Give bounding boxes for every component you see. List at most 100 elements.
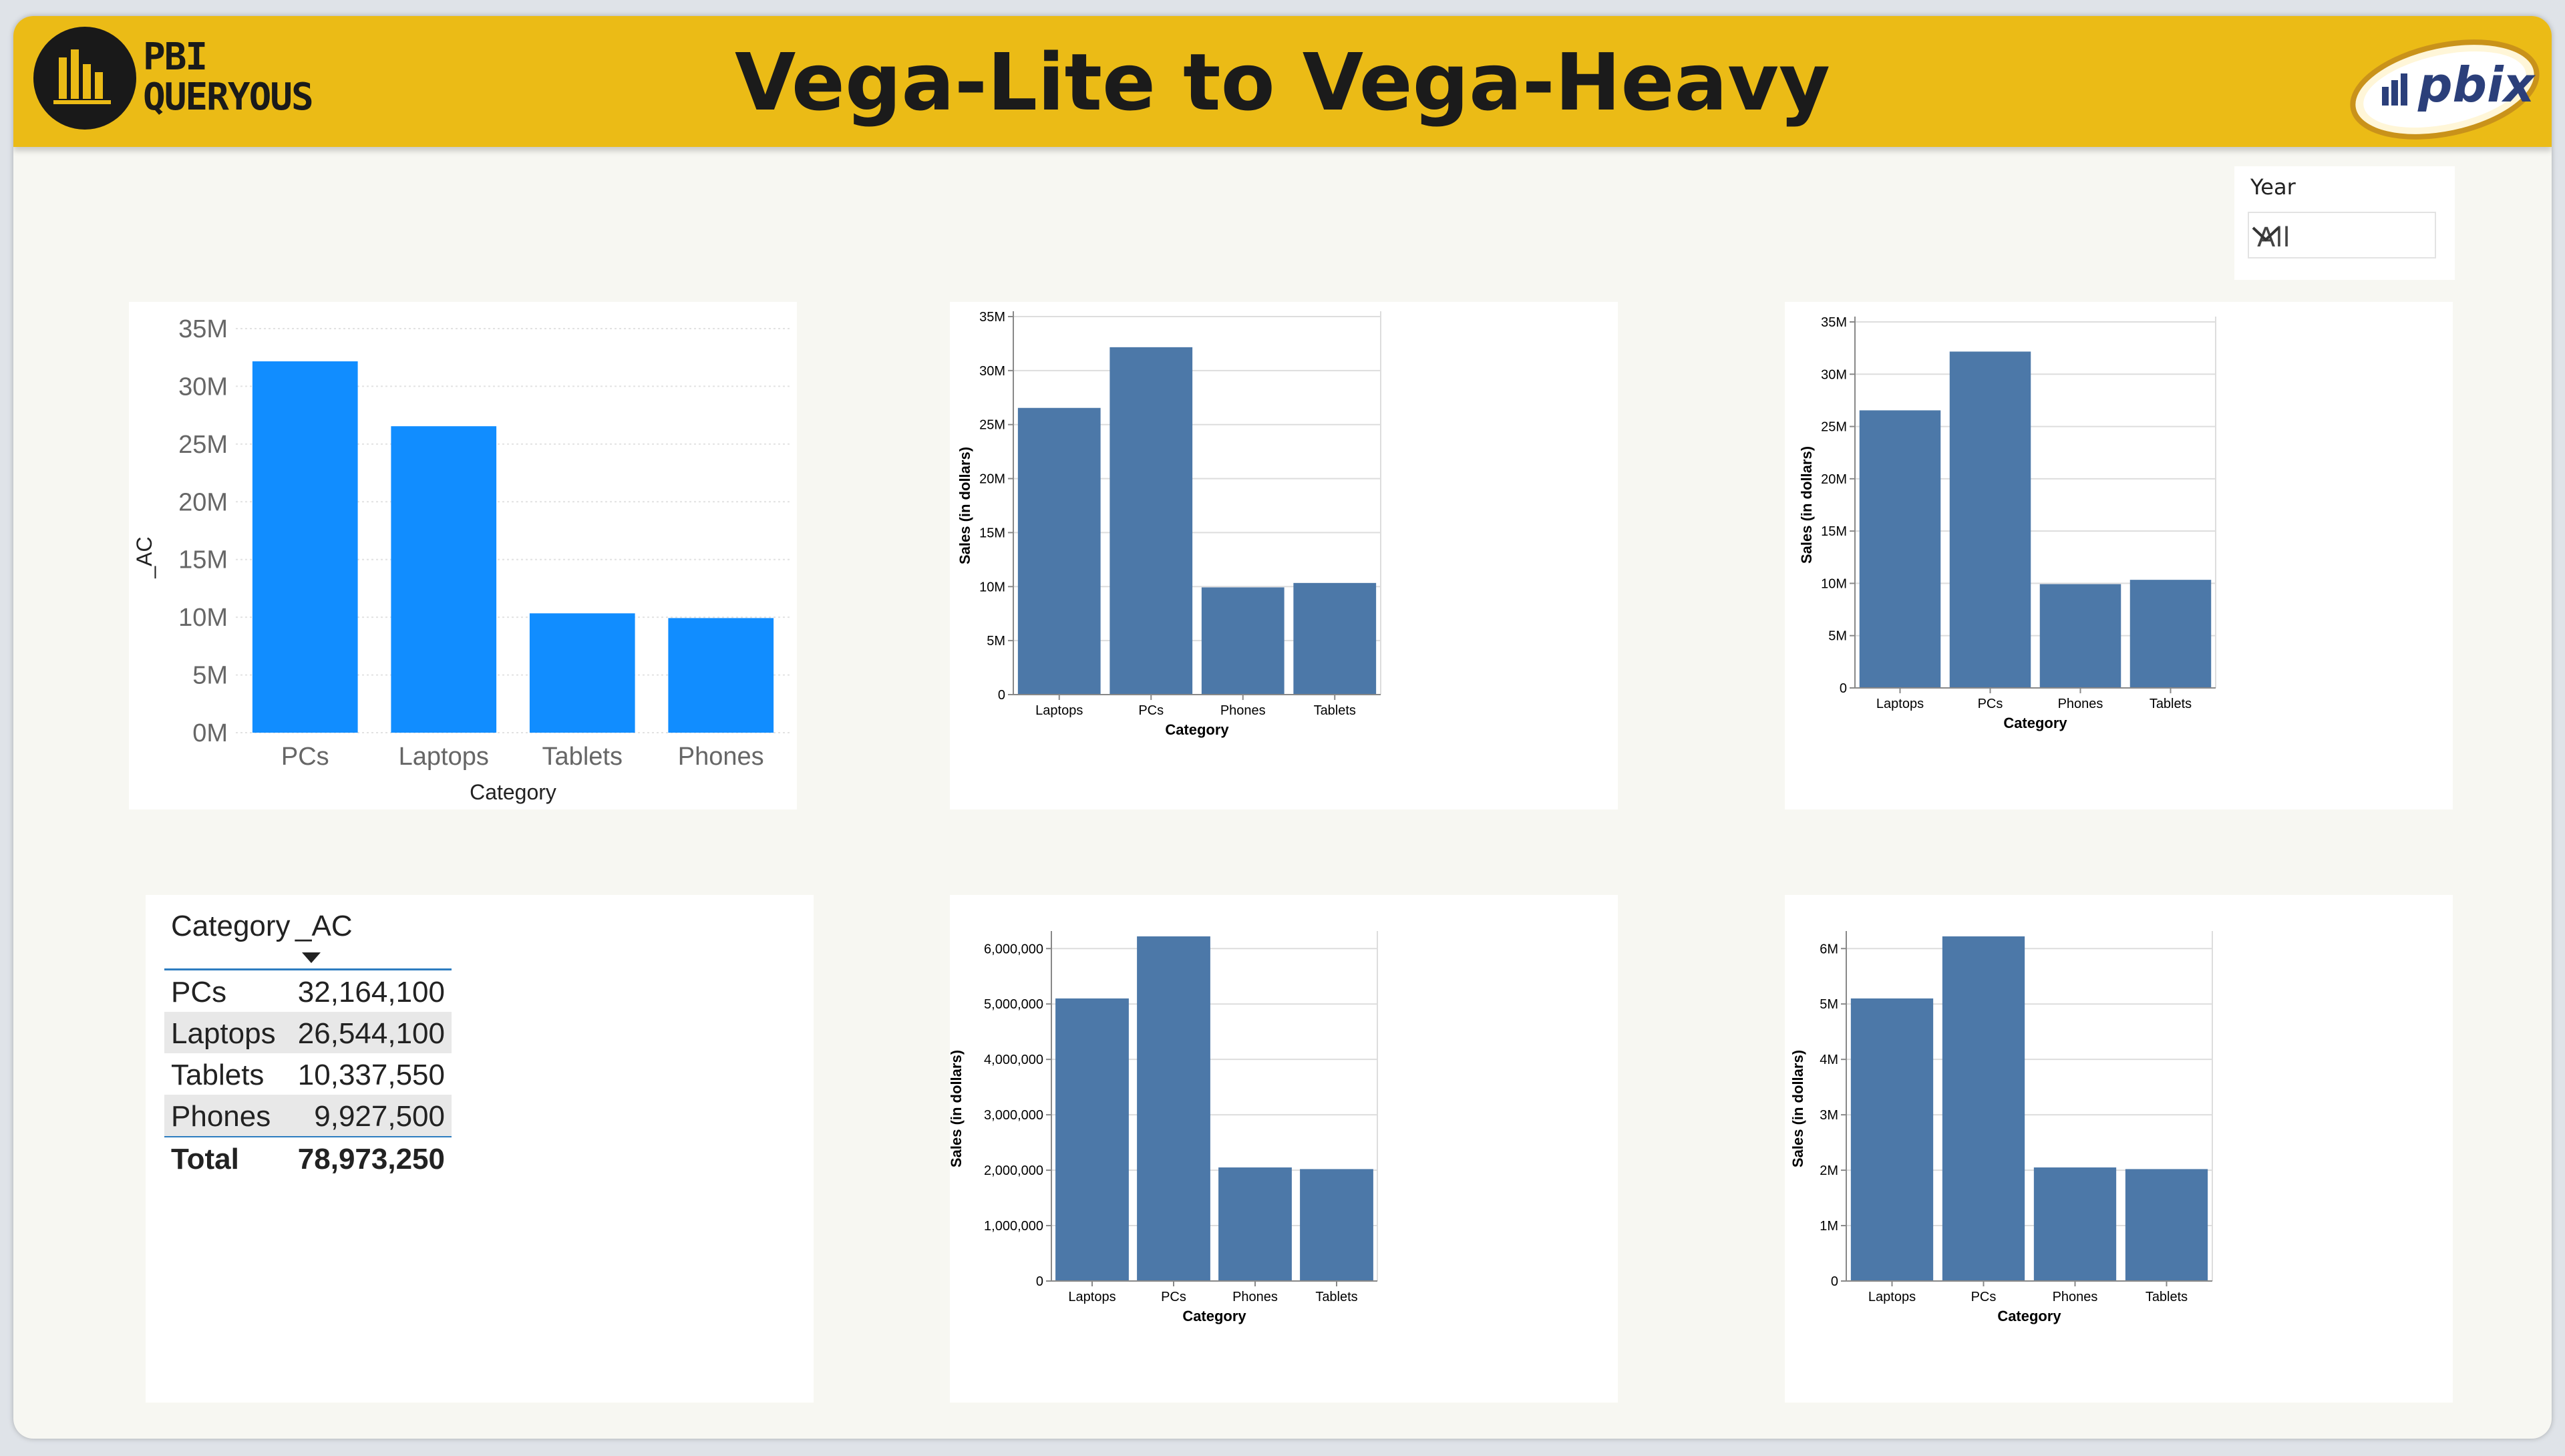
vega-chart-2-panel[interactable]: 0 5M 10M 15M 20M 25M 30M 35M Laptops PCs Phones Tab… [1785,302,2453,809]
table-row[interactable]: PCs 32,164,100 [164,970,452,1012]
bar-laptops [1055,998,1129,1281]
x-axis-title: Category [2003,715,2067,731]
bar-laptops [1017,407,1101,695]
pbi-bar-chart-panel[interactable]: 0M 5M 10M 15M 20M 25M 30M 35M PCs Laptops Tablets P… [129,302,797,809]
x-tick-label: Laptops [1068,1290,1116,1304]
table-row[interactable]: Phones 9,927,500 [164,1095,452,1136]
matrix-header: Category _AC [164,908,452,970]
y-tick-label: 0 [1036,1274,1043,1289]
bar-phones [668,618,774,733]
y-tick-label: 0 [1831,1274,1838,1289]
bar-phones [1201,587,1285,695]
report-canvas: PBI QUERYOUS Vega-Lite to Vega-Heavy pbi… [13,16,2552,1439]
matrix-panel[interactable]: Category _AC PCs 32,164,100 Laptops 26,5… [146,895,814,1403]
bar-chart-icon [33,27,136,130]
y-tick-label: 25M [178,431,228,459]
vega-chart-4-panel[interactable]: 0 1M 2M 3M 4M 5M 6M Laptops PCs Phones Tablets Cate… [1785,895,2453,1403]
bar-pcs [1942,936,2025,1281]
bar-laptops [391,426,497,733]
row-value: 32,164,100 [297,976,445,1009]
row-category: Laptops [171,1017,276,1050]
y-tick-label: 10M [979,580,1005,594]
y-tick-label: 0 [1840,681,1847,696]
bar-tablets [1293,582,1377,695]
bar-phones [2039,584,2121,688]
y-tick-label: 35M [979,310,1005,325]
table-row[interactable]: Tablets 10,337,550 [164,1053,452,1095]
y-tick-label: 6M [1820,942,1838,956]
bar-laptops [1850,998,1934,1281]
y-tick-label: 30M [1821,367,1847,382]
report-header: PBI QUERYOUS Vega-Lite to Vega-Heavy pbi… [13,16,2552,147]
y-tick-label: 0M [192,719,228,747]
x-tick-label: Tablets [1315,1290,1357,1304]
year-slicer-label: Year [2250,174,2296,200]
y-tick-label: 5M [1820,997,1838,1012]
bar-tablets [529,613,635,733]
bar-tablets [2129,580,2212,688]
row-category: Phones [171,1100,271,1133]
y-tick-label: 30M [979,364,1005,379]
y-axis-title: Sales (in dollars) [1789,1050,1806,1167]
y-tick-label: 10M [1821,576,1847,591]
year-dropdown[interactable]: All [2248,212,2436,258]
y-tick-label: 5M [192,662,228,690]
x-tick-label: PCs [281,743,329,771]
x-axis-title: Category [1165,721,1229,738]
x-tick-label: Tablets [2146,1290,2188,1304]
column-header-category[interactable]: Category [171,910,291,942]
y-tick-label: 25M [1821,420,1847,435]
y-tick-label: 5M [987,634,1005,649]
x-tick-label: PCs [1978,697,2003,711]
y-axis-title: Sales (in dollars) [957,447,973,564]
bar-phones [2033,1167,2117,1281]
year-slicer[interactable]: Year All [2234,166,2455,280]
x-tick-label: Phones [2058,697,2103,711]
y-tick-label: 3M [1820,1108,1838,1123]
bar-pcs [252,361,358,733]
bar-pcs [1949,351,2031,688]
sort-descending-icon[interactable] [302,952,321,963]
vega-bar-chart-3: 0 1,000,000 2,000,000 3,000,000 4,000,000 5,0… [950,931,1378,1324]
bar-pcs [1109,347,1193,695]
bar-laptops [1859,410,1941,688]
y-tick-label: 1,000,000 [984,1219,1043,1234]
x-tick-label: PCs [1138,703,1164,718]
vega-bar-chart-4: 0 1M 2M 3M 4M 5M 6M Laptops PCs Phones Tablets Cate… [1789,931,2213,1324]
y-tick-label: 4,000,000 [984,1053,1043,1067]
page-title: Vega-Lite to Vega-Heavy [735,36,1830,128]
pbix-badge: pbix [2345,28,2545,142]
x-axis-title: Category [470,780,556,804]
y-tick-label: 5M [1828,629,1847,644]
vega-chart-3-panel[interactable]: 0 1,000,000 2,000,000 3,000,000 4,000,000 5,0… [950,895,1618,1403]
y-tick-label: 5,000,000 [984,997,1043,1012]
row-category: PCs [171,976,227,1009]
y-axis-title: Sales (in dollars) [1798,446,1815,564]
vega-chart-1-panel[interactable]: 0 5M 10M 15M 20M 25M 30M 35M Laptops PCs Phones Tab… [950,302,1618,809]
x-tick-label: PCs [1161,1290,1186,1304]
x-tick-label: Laptops [399,743,489,771]
y-tick-label: 25M [979,418,1005,433]
y-tick-label: 6,000,000 [984,942,1043,956]
vega-bar-chart-2: 0 5M 10M 15M 20M 25M 30M 35M Laptops PCs Phones Tab… [1798,315,2216,731]
x-tick-label: Tablets [2150,697,2192,711]
x-axis-title: Category [1182,1308,1246,1324]
vega-bar-chart-1: 0 5M 10M 15M 20M 25M 30M 35M Laptops PCs Phones Tab… [957,310,1381,738]
table-total-row: Total 78,973,250 [164,1136,452,1179]
y-tick-label: 20M [1821,472,1847,487]
table-row[interactable]: Laptops 26,544,100 [164,1012,452,1053]
x-tick-label: PCs [1971,1290,1997,1304]
bar-tablets [2125,1169,2208,1281]
y-axis-title: Sales (in dollars) [950,1050,965,1167]
bar-tablets [1300,1169,1373,1281]
bar-phones [1218,1167,1292,1281]
row-category: Tablets [171,1059,265,1091]
column-header-ac[interactable]: _AC [295,910,353,942]
x-tick-label: Phones [1232,1290,1278,1304]
x-tick-label: Phones [1220,703,1266,718]
x-tick-label: Phones [678,743,764,771]
pbix-badge-text: pbix [2417,57,2536,113]
x-tick-label: Laptops [1035,703,1083,718]
y-tick-label: 20M [178,488,228,516]
chevron-down-icon[interactable] [2249,221,2282,248]
